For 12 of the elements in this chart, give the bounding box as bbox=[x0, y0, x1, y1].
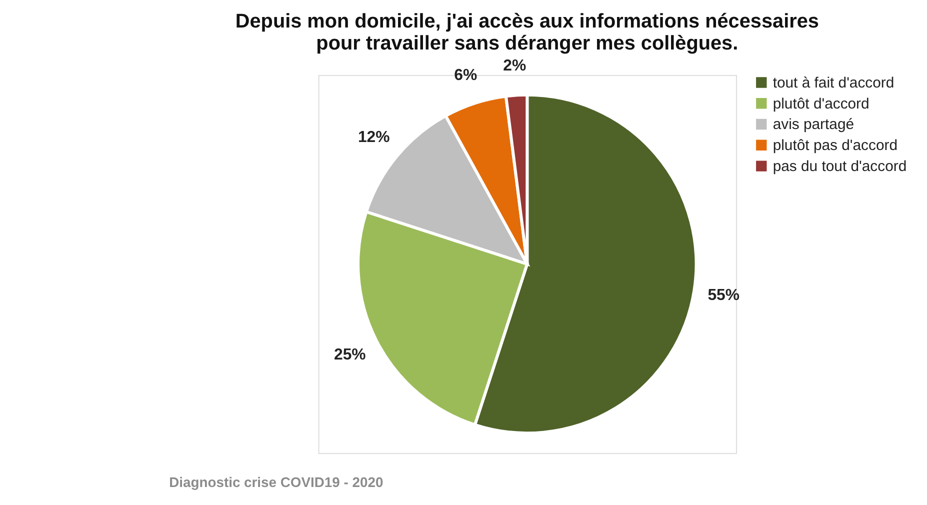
legend-label: plutôt pas d'accord bbox=[772, 138, 898, 154]
legend-label: avis partagé bbox=[772, 117, 854, 134]
data-label: 25% bbox=[334, 346, 366, 364]
text: Diagnostic crise COVID19 - 2020 bbox=[169, 474, 384, 490]
chart-title: Depuis mon domicile, j'ai accès aux informations nécessaires pour travailler sans déranger mes collègues. bbox=[235, 10, 819, 55]
legend-label: plutôt d'accord bbox=[772, 96, 870, 112]
legend-label: tout à fait d'accord bbox=[772, 75, 894, 92]
legend-label: pas du tout d'accord bbox=[772, 159, 907, 176]
data-label: 2% bbox=[503, 57, 526, 74]
data-label: 6% bbox=[454, 66, 478, 84]
data-label: 55% bbox=[708, 287, 740, 304]
data-label: 12% bbox=[358, 129, 390, 146]
